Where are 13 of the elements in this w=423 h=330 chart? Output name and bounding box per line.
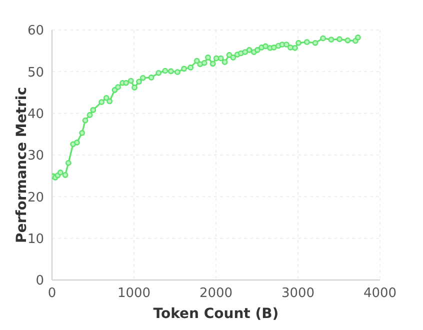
x-tick-label: 1000 xyxy=(117,286,151,302)
y-tick-label: 30 xyxy=(27,148,44,164)
x-axis-title: Token Count (B) xyxy=(153,306,279,322)
x-tick-label: 3000 xyxy=(281,286,315,302)
x-tick-label: 2000 xyxy=(199,286,233,302)
x-tick-label: 4000 xyxy=(363,286,397,302)
y-tick-label: 50 xyxy=(27,65,44,80)
y-tick-label: 40 xyxy=(27,106,44,122)
y-tick-label: 0 xyxy=(36,274,44,289)
y-tick-label: 10 xyxy=(27,232,44,247)
x-tick-label: 0 xyxy=(48,286,56,302)
y-tick-label: 20 xyxy=(27,190,44,206)
y-tick-label: 60 xyxy=(27,24,44,39)
